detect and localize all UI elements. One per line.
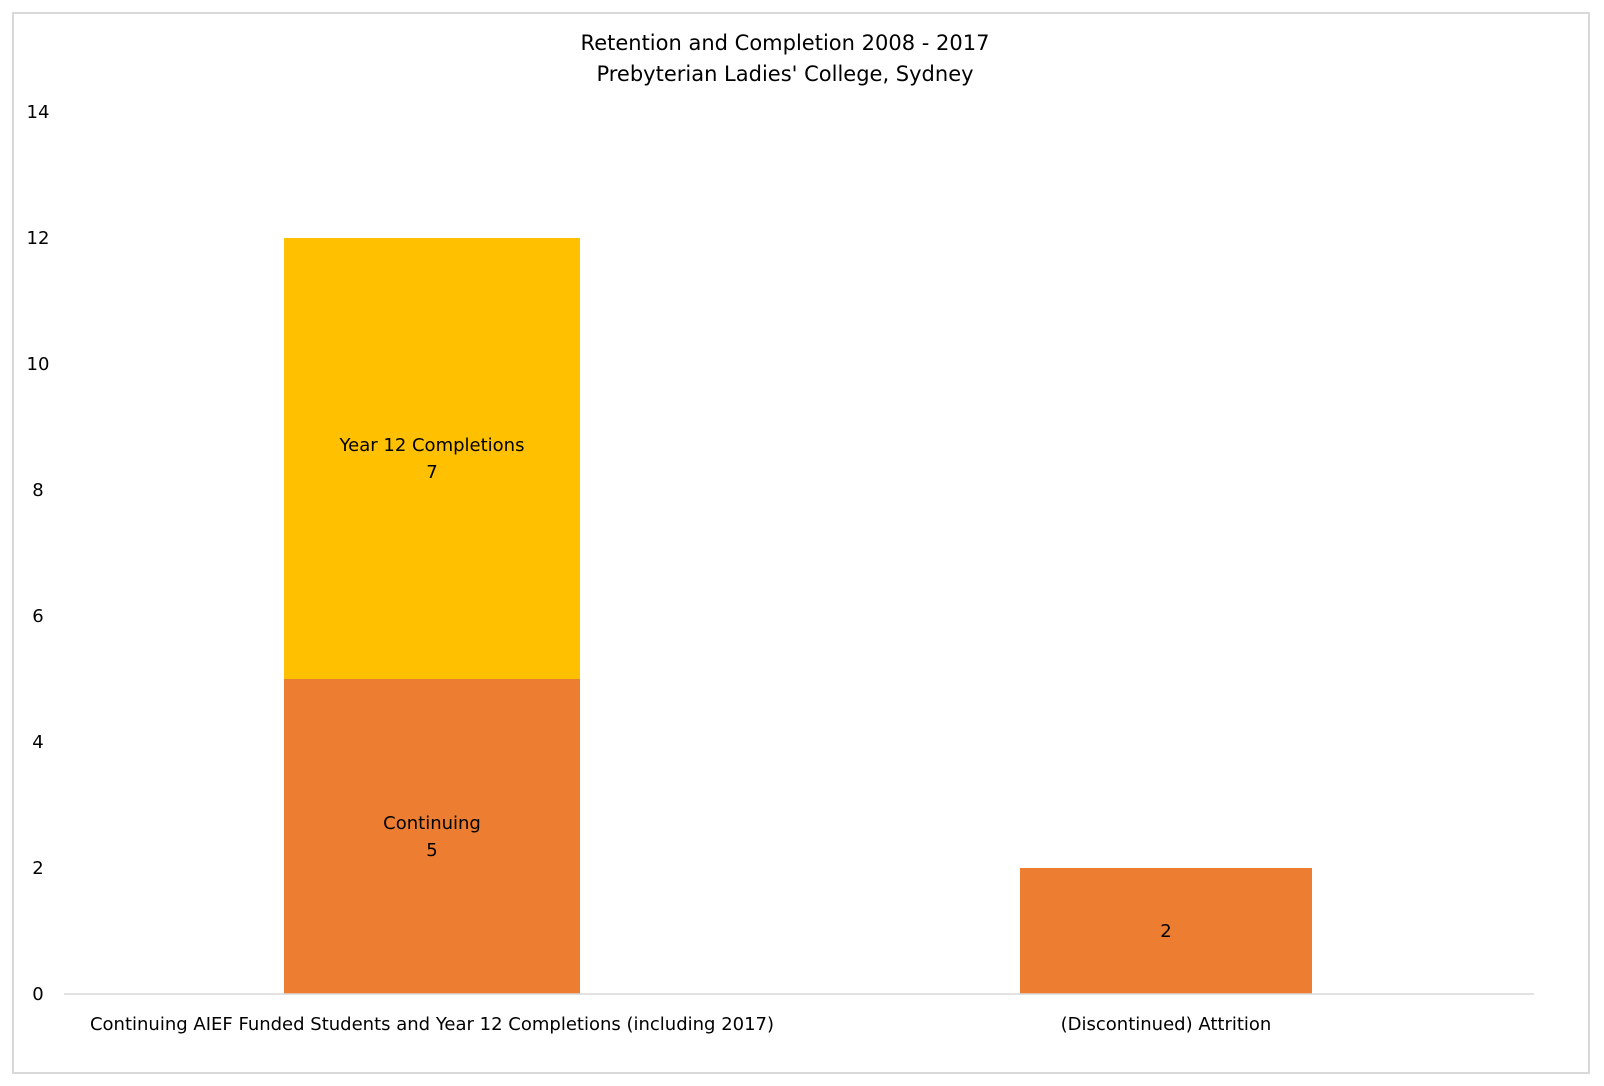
y-tick-label: 0 (32, 984, 43, 1005)
bar-labels: Continuing 5 Year 12 Completions 7 2 (339, 435, 1172, 942)
bar-data-label: Continuing 5 (383, 813, 481, 861)
y-tick-label: 14 (27, 102, 50, 123)
bar-segment-continuing (1020, 868, 1312, 994)
bar-data-label: 2 (1160, 921, 1171, 942)
y-tick-label: 6 (32, 606, 43, 627)
y-tick-label: 8 (32, 480, 43, 501)
x-tick-label: (Discontinued) Attrition (1061, 1014, 1272, 1035)
y-tick-label: 10 (27, 354, 50, 375)
x-axis-tick-labels: Continuing AIEF Funded Students and Year… (90, 1014, 1271, 1035)
y-tick-label: 12 (27, 228, 50, 249)
bar-segment-continuing (284, 679, 580, 994)
chart-title: Retention and Completion 2008 - 2017 (581, 31, 990, 55)
x-tick-label: Continuing AIEF Funded Students and Year… (90, 1014, 774, 1035)
chart-title-group: Retention and Completion 2008 - 2017 Pre… (581, 31, 990, 86)
bar-data-label: Year 12 Completions 7 (339, 435, 525, 483)
bars (284, 238, 1312, 994)
bar-chart: Retention and Completion 2008 - 2017 Pre… (27, 31, 1534, 1035)
y-tick-label: 4 (32, 732, 43, 753)
bar-segment-year-12-completions (284, 238, 580, 679)
chart-frame: Retention and Completion 2008 - 2017 Pre… (12, 12, 1590, 1074)
y-axis-ticks: 0 2 4 6 8 10 12 14 (27, 102, 50, 1005)
chart-subtitle: Prebyterian Ladies' College, Sydney (596, 62, 973, 86)
y-tick-label: 2 (32, 858, 43, 879)
